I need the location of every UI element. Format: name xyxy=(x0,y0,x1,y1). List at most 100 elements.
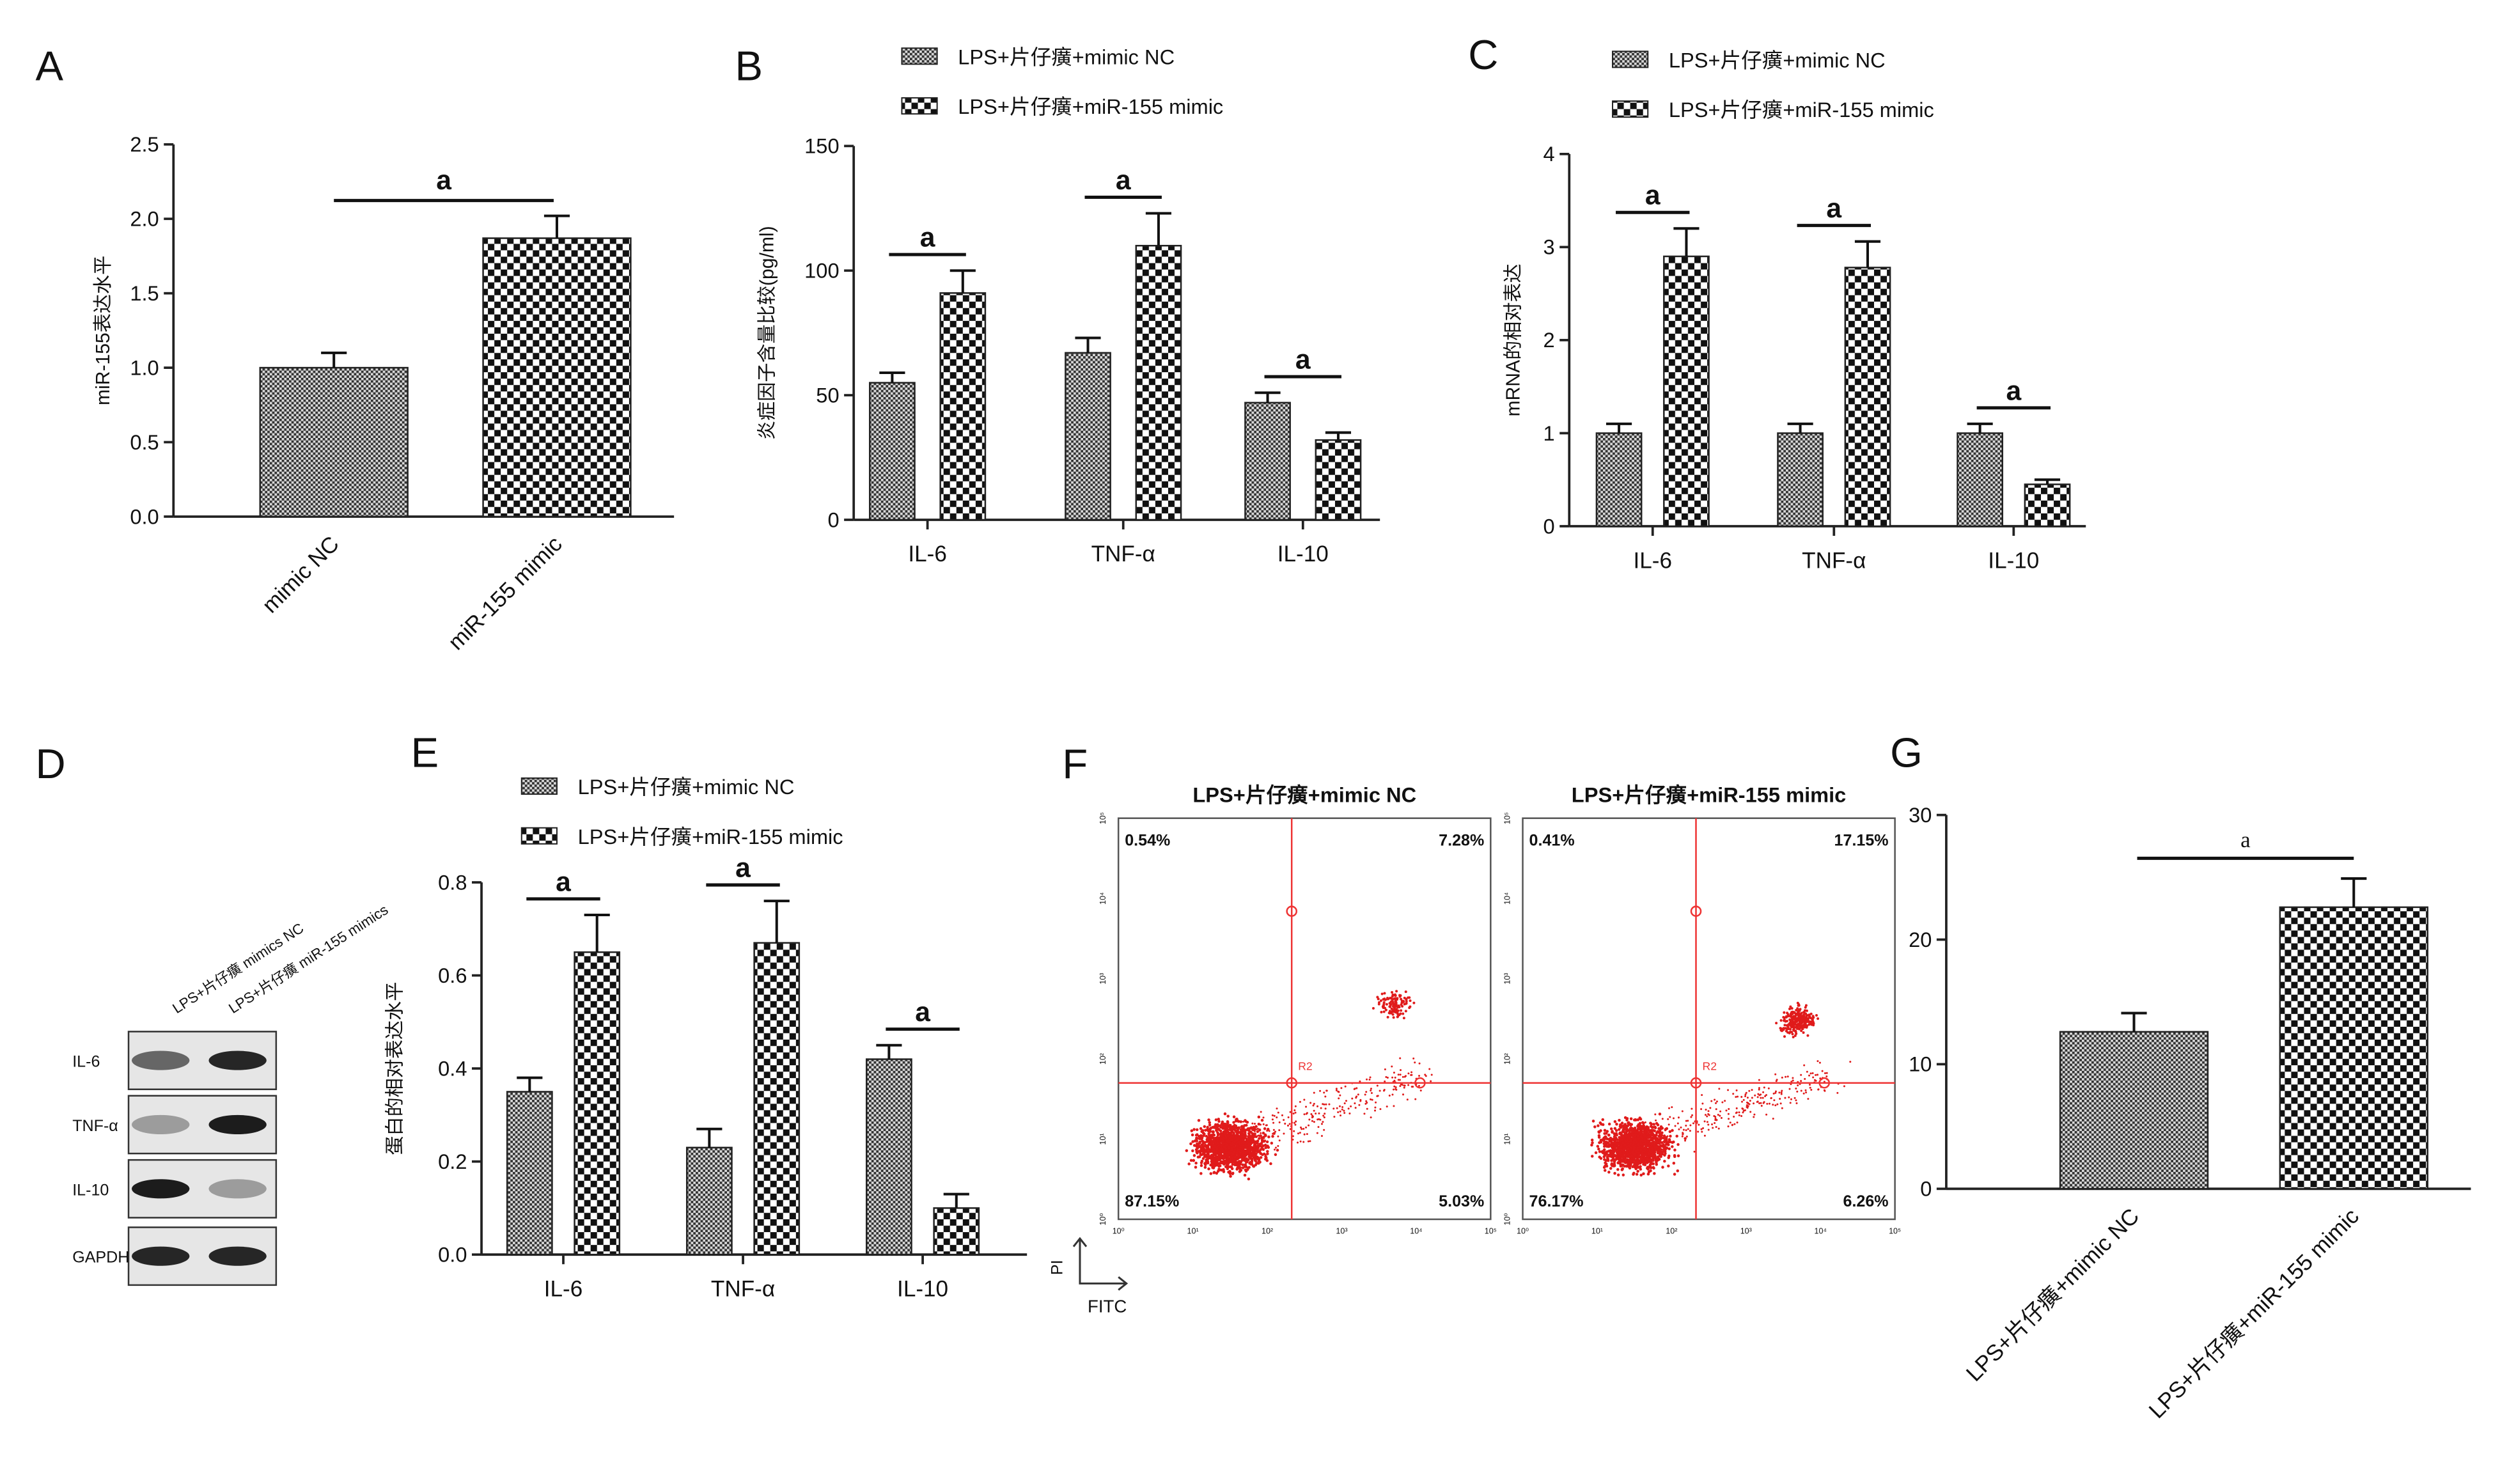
dot xyxy=(1629,1123,1632,1127)
significance-label: a xyxy=(1116,165,1131,196)
dot xyxy=(1265,1140,1269,1144)
dot xyxy=(1210,1153,1214,1157)
significance-label: a xyxy=(1645,180,1660,211)
dot xyxy=(1746,1105,1748,1108)
y-tick-label: 10 xyxy=(1909,1052,1932,1076)
dot xyxy=(1663,1153,1666,1157)
dot xyxy=(1379,999,1382,1002)
dot xyxy=(1385,1003,1388,1006)
y-tick-label: 10¹ xyxy=(1098,1133,1107,1144)
dot xyxy=(1263,1127,1267,1130)
dot xyxy=(1320,1123,1323,1125)
dot xyxy=(1792,1079,1794,1082)
dot xyxy=(1627,1121,1630,1125)
dot xyxy=(1389,1003,1392,1006)
dot xyxy=(1639,1148,1643,1152)
dot xyxy=(1772,1092,1775,1095)
y-tick-label: 10⁵ xyxy=(1503,812,1512,824)
error-bar xyxy=(2341,877,2367,907)
dot xyxy=(1217,1164,1221,1168)
dot xyxy=(1384,1080,1386,1082)
dot xyxy=(1676,1143,1680,1146)
dot xyxy=(1237,1140,1240,1144)
dot xyxy=(1676,1169,1680,1173)
dot xyxy=(1236,1157,1239,1160)
dot xyxy=(1668,1154,1671,1158)
dot xyxy=(1244,1120,1247,1123)
dot xyxy=(1237,1143,1241,1146)
dot xyxy=(1660,1144,1664,1148)
dot xyxy=(1204,1129,1207,1132)
x-tick-label: TNF-α xyxy=(1802,548,1866,573)
dot xyxy=(1774,1090,1777,1093)
dot xyxy=(1669,1134,1672,1138)
dot xyxy=(1681,1135,1684,1137)
dot xyxy=(1268,1130,1270,1132)
dot xyxy=(1791,1033,1794,1036)
quadrant-percent: 6.26% xyxy=(1843,1192,1889,1210)
dot xyxy=(1624,1134,1628,1138)
dot xyxy=(1293,1130,1295,1132)
dot xyxy=(1203,1132,1206,1136)
x-tick-label: 10⁴ xyxy=(1410,1227,1422,1236)
dot xyxy=(1231,1172,1235,1176)
dot xyxy=(1256,1127,1259,1130)
dot xyxy=(1650,1162,1653,1166)
dot xyxy=(1662,1136,1666,1140)
dot xyxy=(1749,1100,1751,1102)
y-tick-label: 1.5 xyxy=(130,281,159,305)
dot xyxy=(1788,1096,1790,1098)
bar xyxy=(866,1058,912,1256)
dot xyxy=(1738,1114,1740,1116)
dot xyxy=(1230,1148,1234,1152)
dot xyxy=(1382,1001,1386,1004)
dot xyxy=(1402,1093,1405,1096)
dot xyxy=(1682,1129,1685,1131)
dot xyxy=(1394,1005,1397,1008)
dot xyxy=(1271,1135,1274,1138)
dot xyxy=(1310,1113,1313,1115)
error-bar xyxy=(321,351,347,368)
dot xyxy=(1788,1030,1792,1034)
dot xyxy=(1402,1012,1405,1015)
dot xyxy=(1264,1146,1267,1150)
dot xyxy=(1221,1155,1225,1159)
dot xyxy=(1799,1008,1802,1011)
legend-swatch xyxy=(1612,100,1649,118)
dot xyxy=(1795,1027,1799,1030)
dot xyxy=(1297,1132,1299,1135)
dot xyxy=(1707,1129,1710,1131)
dot xyxy=(1788,1018,1792,1021)
dot xyxy=(1646,1139,1650,1143)
dot xyxy=(1405,998,1408,1001)
dot xyxy=(1756,1096,1759,1098)
panel-letter: A xyxy=(35,42,63,89)
dot xyxy=(1663,1159,1666,1163)
y-tick-label: 10¹ xyxy=(1503,1133,1512,1144)
dot xyxy=(1308,1124,1310,1127)
dot xyxy=(1735,1107,1738,1109)
dot xyxy=(1394,1002,1397,1005)
dot xyxy=(1231,1135,1235,1139)
dot xyxy=(1668,1107,1670,1109)
dot xyxy=(1618,1136,1621,1139)
dot xyxy=(1273,1114,1276,1117)
dot xyxy=(1308,1118,1311,1121)
error-bar xyxy=(1854,240,1881,268)
dot xyxy=(1783,1035,1786,1038)
dot xyxy=(1306,1133,1308,1136)
dot xyxy=(1783,1011,1786,1014)
dot xyxy=(1403,1075,1406,1078)
dot xyxy=(1611,1150,1614,1153)
dot xyxy=(1201,1129,1205,1132)
dot xyxy=(1278,1121,1281,1123)
row-label: GAPDH xyxy=(72,1249,129,1267)
dot xyxy=(1754,1094,1756,1097)
dot xyxy=(1804,1022,1807,1026)
dot xyxy=(1603,1144,1606,1148)
dot xyxy=(1642,1121,1645,1125)
dot xyxy=(1246,1135,1248,1137)
dot xyxy=(1239,1144,1242,1147)
dot xyxy=(1217,1132,1220,1136)
dot xyxy=(1233,1159,1237,1163)
